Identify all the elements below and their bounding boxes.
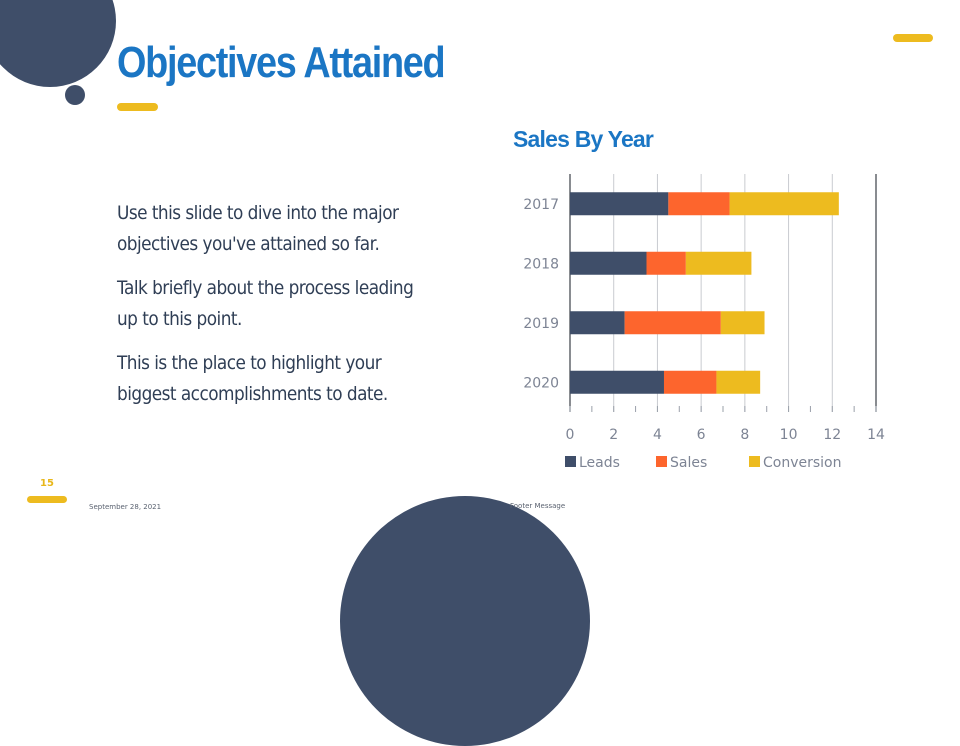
- bar-conversion-2017: [729, 192, 839, 216]
- y-category-label-2017: 2017: [523, 197, 559, 213]
- x-tick-label-4: 4: [653, 427, 662, 443]
- bar-sales-2017: [668, 192, 730, 216]
- x-tick-label-2: 2: [609, 427, 618, 443]
- x-tick-label-10: 10: [780, 427, 798, 443]
- decor-footer-bar: [27, 496, 67, 503]
- x-tick-label-14: 14: [867, 427, 885, 443]
- bar-leads-2019: [570, 311, 625, 335]
- legend-label-leads: Leads: [579, 455, 620, 471]
- sales-by-year-chart: 0 2 4 6 8 10 12 14 2017 2018 2019 2020 Leads Sales Con…: [523, 174, 885, 471]
- bar-leads-2018: [570, 251, 647, 275]
- y-category-label-2018: 2018: [523, 256, 559, 272]
- slide-number: 15: [40, 478, 54, 489]
- x-tick-label-0: 0: [566, 427, 575, 443]
- bar-conversion-2020: [716, 370, 761, 394]
- slide-title: Objectives Attained: [117, 38, 446, 87]
- bar-sales-2020: [663, 370, 717, 394]
- paragraph-2: Talk briefly about the process leading u…: [117, 277, 414, 330]
- bar-sales-2019: [624, 311, 721, 335]
- legend-swatch-conversion: [749, 456, 760, 467]
- bar-leads-2020: [570, 370, 664, 394]
- x-tick-label-6: 6: [697, 427, 706, 443]
- x-tick-label-8: 8: [740, 427, 749, 443]
- bar-leads-2017: [570, 192, 669, 216]
- decor-title-underline: [117, 103, 158, 111]
- y-category-label-2019: 2019: [523, 316, 559, 332]
- decor-top-right-bar: [893, 34, 933, 42]
- bar-conversion-2019: [720, 311, 765, 335]
- legend-swatch-leads: [565, 456, 576, 467]
- paragraph-1: Use this slide to dive into the major ob…: [117, 202, 399, 255]
- legend-swatch-sales: [656, 456, 667, 467]
- footer-message: Footer Message: [510, 502, 566, 510]
- y-category-label-2020: 2020: [523, 375, 559, 391]
- body-text: Use this slide to dive into the major ob…: [117, 198, 437, 423]
- footer-date: September 28, 2021: [89, 503, 162, 511]
- decor-small-dot: [65, 85, 85, 105]
- chart-title: Sales By Year: [513, 126, 654, 152]
- bar-sales-2018: [646, 251, 686, 275]
- legend-label-sales: Sales: [670, 455, 707, 471]
- bar-conversion-2018: [685, 251, 752, 275]
- paragraph-3: This is the place to highlight your bigg…: [117, 352, 388, 405]
- legend-label-conversion: Conversion: [763, 455, 842, 471]
- x-tick-label-12: 12: [823, 427, 841, 443]
